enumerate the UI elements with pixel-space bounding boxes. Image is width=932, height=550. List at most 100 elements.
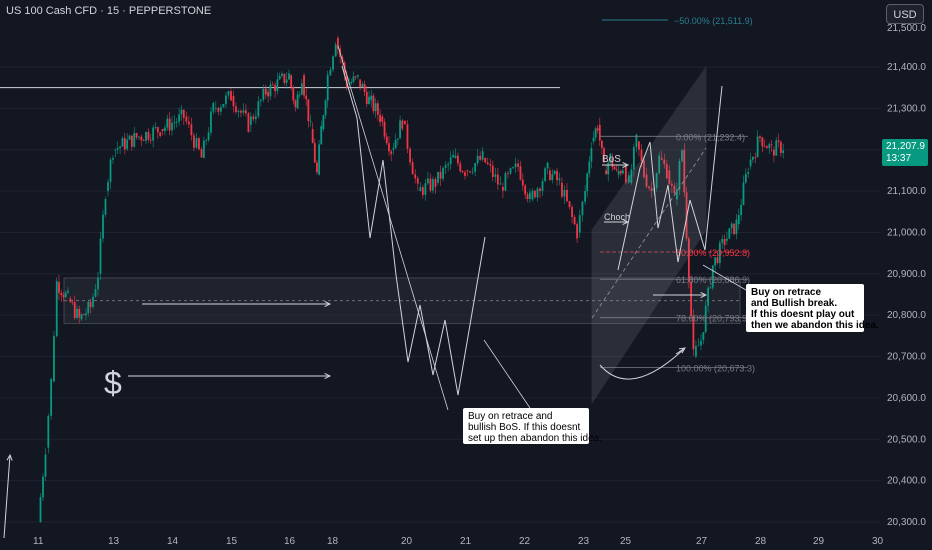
fib-level-label: 78.60% (20,793.9) — [676, 314, 750, 324]
candle-body — [692, 315, 695, 350]
candle-body — [80, 314, 83, 320]
candle-body — [588, 161, 591, 174]
candle-body — [454, 155, 457, 158]
curve-arrow-tip-head — [678, 347, 686, 354]
candle-body — [700, 340, 702, 346]
candle-body — [670, 184, 673, 186]
candle-body — [180, 109, 183, 115]
candle-body — [437, 171, 439, 183]
x-tick-label: 28 — [755, 536, 767, 547]
candle-body — [459, 163, 462, 172]
candle-body — [126, 139, 129, 150]
candle-body — [742, 182, 745, 205]
candle-body — [305, 95, 308, 100]
candle-body — [665, 164, 668, 179]
candle-body — [770, 144, 773, 146]
currency-button[interactable]: USD — [886, 4, 924, 24]
candle-body — [332, 56, 334, 70]
candle-body — [457, 155, 459, 164]
candle-body — [509, 168, 512, 174]
candle-body — [301, 83, 303, 95]
candle-body — [55, 281, 58, 337]
candle-body — [763, 146, 766, 148]
candle-body — [69, 298, 72, 302]
candle-body — [607, 162, 610, 175]
candle-body — [479, 155, 482, 160]
candle-body — [655, 173, 658, 189]
x-tick-label: 30 — [872, 536, 884, 547]
bos-label: BoS — [602, 154, 621, 165]
candle-body — [73, 302, 76, 319]
callout-connector — [483, 339, 531, 409]
candle-body — [303, 75, 305, 96]
candle-body — [469, 171, 471, 173]
candle-body — [723, 238, 726, 245]
candle-body — [409, 148, 411, 163]
candle-body — [605, 170, 607, 175]
arrow-bos-head — [622, 161, 630, 169]
curve-arrow-tip — [675, 347, 686, 355]
candle-body — [678, 160, 681, 190]
candle-body — [586, 173, 589, 192]
candle-body — [721, 238, 724, 243]
candle-body — [499, 183, 502, 185]
callout-left[interactable]: Buy on retrace and bullish BoS. If this … — [463, 408, 602, 444]
candle-body — [576, 224, 578, 239]
candle-body — [152, 127, 155, 141]
candle-body — [44, 454, 47, 477]
candle-body — [502, 186, 504, 191]
candle-body — [630, 169, 633, 183]
candle-body — [359, 79, 362, 88]
candle-body — [507, 173, 509, 174]
candle-body — [128, 135, 131, 140]
candle-body — [376, 103, 379, 115]
candle-body — [109, 159, 112, 183]
candle-body — [78, 308, 81, 318]
candle-body — [534, 190, 536, 198]
projection-path-right — [617, 85, 723, 271]
candle-body — [363, 83, 366, 92]
candle-body — [259, 99, 262, 102]
candle-body — [632, 147, 635, 170]
candle-body — [640, 149, 643, 161]
candle-body — [531, 190, 534, 200]
candle-body — [313, 143, 316, 163]
candle-body — [71, 301, 74, 303]
candle-body — [494, 174, 497, 177]
callout-right-line: and Bullish break. — [751, 298, 838, 309]
candle-body — [225, 95, 227, 105]
candle-body — [374, 103, 377, 112]
candle-body — [171, 122, 173, 131]
arrow-choch-head — [622, 218, 630, 226]
candle-body — [489, 164, 492, 166]
candle-body — [119, 146, 121, 148]
candle-body — [290, 75, 293, 87]
candle-body — [365, 91, 368, 104]
candle-body — [92, 296, 94, 307]
candle-body — [379, 114, 381, 123]
candle-body — [619, 171, 622, 174]
fib-ext-label: −50.00% (21,511.9) — [674, 16, 753, 26]
candle-body — [245, 110, 247, 114]
y-tick-label: 21,500.0 — [887, 23, 926, 34]
bar-countdown: 13:37 — [886, 153, 912, 164]
candle-body — [361, 83, 364, 88]
candle-body — [219, 107, 222, 112]
candle-body — [99, 238, 102, 274]
candle-body — [643, 160, 645, 178]
candle-body — [267, 91, 270, 97]
candle-body — [590, 148, 593, 162]
candle-body — [307, 99, 310, 122]
candle-body — [60, 292, 63, 295]
candle-body — [214, 107, 217, 109]
candle-body — [309, 120, 312, 122]
candle-body — [257, 101, 260, 117]
callout-right[interactable]: Buy on retrace and Bullish break. If thi… — [746, 284, 879, 332]
candle-body — [107, 182, 109, 192]
candle-body — [553, 170, 556, 175]
channel-midline — [591, 147, 707, 319]
candle-body — [166, 118, 169, 128]
candle-body — [697, 345, 700, 347]
y-tick-label: 20,800.0 — [887, 310, 926, 321]
